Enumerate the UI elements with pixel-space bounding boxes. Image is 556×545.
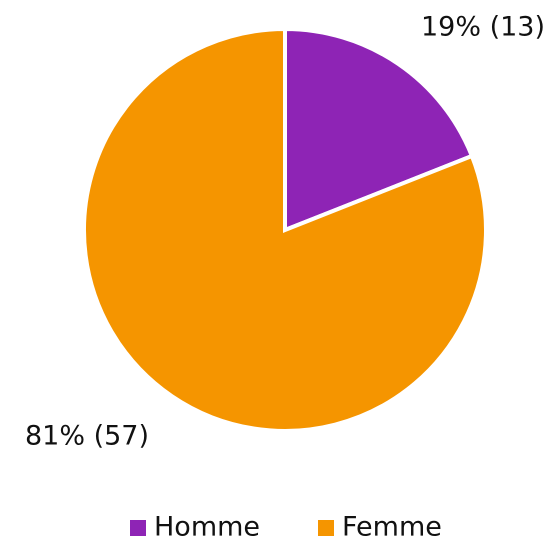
legend-swatch: [318, 520, 334, 536]
legend-swatch: [130, 520, 146, 536]
pie-slice: [82, 26, 488, 433]
data-label: 81% (57): [25, 421, 149, 452]
data-label: 19% (13): [421, 12, 545, 43]
legend-label: Homme: [154, 512, 260, 543]
pie-slice: [283, 26, 475, 233]
legend-label: Femme: [342, 512, 442, 543]
